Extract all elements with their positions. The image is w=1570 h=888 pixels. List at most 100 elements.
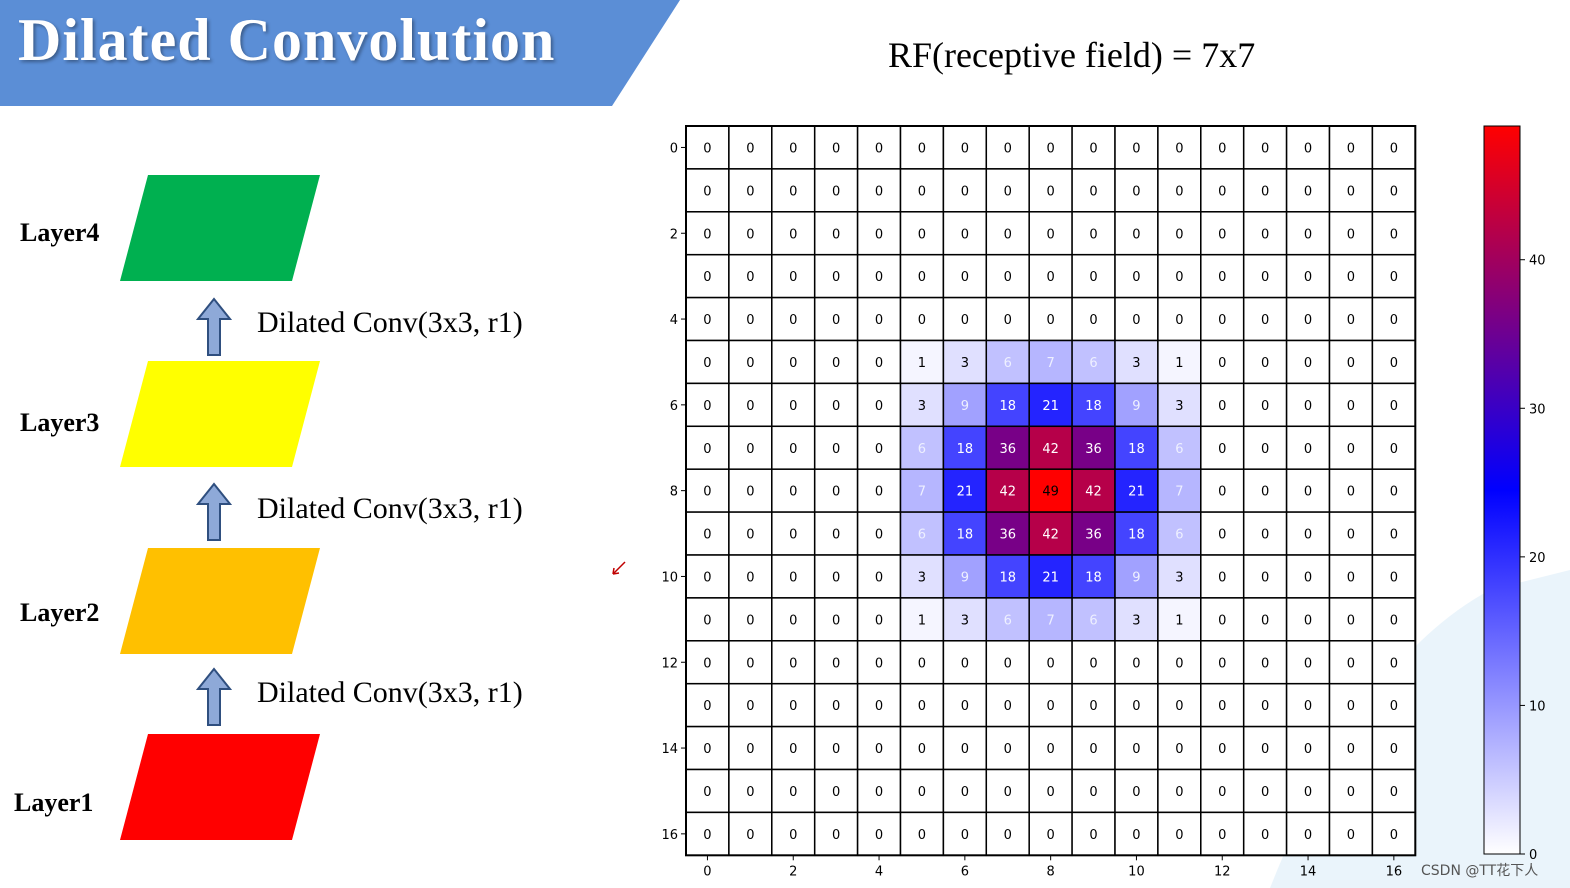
heatmap-cell xyxy=(1071,253,1116,299)
heatmap-cell-value: 0 xyxy=(1390,227,1398,242)
heatmap-cell-value: 0 xyxy=(875,227,883,242)
heatmap-cell-value: 0 xyxy=(875,828,883,843)
heatmap-cell xyxy=(899,339,945,385)
heatmap-cell-value: 0 xyxy=(1304,570,1312,585)
heatmap-cell xyxy=(1242,125,1288,170)
heatmap-cell-value: 0 xyxy=(703,485,711,500)
heatmap-cell-value: 0 xyxy=(1390,313,1398,328)
heatmap-cell-value: 0 xyxy=(1261,785,1269,800)
heatmap-cell-value: 18 xyxy=(1128,442,1145,457)
heatmap-cell xyxy=(899,597,945,642)
heatmap-cell xyxy=(771,811,816,857)
heatmap-cell-value: 0 xyxy=(789,227,797,242)
heatmap-cell xyxy=(1028,554,1073,599)
heatmap-cell xyxy=(1114,511,1159,556)
heatmap-cell xyxy=(1157,168,1202,213)
heatmap-cell-value: 0 xyxy=(875,785,883,800)
heatmap-cell-value: 0 xyxy=(746,528,754,543)
heatmap-cell-value: 0 xyxy=(746,828,754,843)
heatmap-cell-value: 21 xyxy=(1042,399,1059,414)
layer3-shape xyxy=(120,361,320,467)
heatmap-cell xyxy=(728,554,773,599)
heatmap-cell-value: 42 xyxy=(999,485,1016,500)
heatmap-cell-value: 0 xyxy=(746,613,754,628)
heatmap-cell-value: 0 xyxy=(746,399,754,414)
heatmap-cell-value: 0 xyxy=(832,184,840,199)
heatmap-cell-value: 0 xyxy=(789,528,797,543)
heatmap-cell xyxy=(1114,597,1159,642)
heatmap-cell-value: 0 xyxy=(1218,313,1226,328)
heatmap-cell xyxy=(1371,768,1417,814)
heatmap-cell xyxy=(771,468,816,513)
heatmap-cell-value: 0 xyxy=(1175,227,1183,242)
y-tick-label: 6 xyxy=(670,399,678,414)
heatmap-cell-value: 3 xyxy=(918,570,926,585)
heatmap-cell-value: 0 xyxy=(746,141,754,156)
heatmap-cell-value: 0 xyxy=(746,227,754,242)
x-tick-label: 2 xyxy=(789,864,797,879)
heatmap-cell-value: 0 xyxy=(1390,270,1398,285)
heatmap-cell-value: 0 xyxy=(746,485,754,500)
heatmap-cell-value: 1 xyxy=(918,356,926,371)
colorbar-tick-label: 0 xyxy=(1529,848,1537,863)
heatmap-cell-value: 0 xyxy=(746,570,754,585)
heatmap-cell-value: 0 xyxy=(1218,442,1226,457)
heatmap-cell-value: 0 xyxy=(1261,313,1269,328)
heatmap-cell-value: 0 xyxy=(1304,613,1312,628)
receptive-field-caption: RF(receptive field) = 7x7 xyxy=(888,35,1256,75)
heatmap-cell xyxy=(942,468,988,513)
heatmap-cell xyxy=(899,725,945,771)
heatmap-cell-value: 0 xyxy=(789,313,797,328)
heatmap-cell-value: 0 xyxy=(1218,227,1226,242)
heatmap-cell-value: 0 xyxy=(789,270,797,285)
heatmap-cell xyxy=(1071,725,1116,771)
heatmap-cell-value: 0 xyxy=(1132,270,1140,285)
heatmap-cell-value: 0 xyxy=(875,141,883,156)
layer2-shape xyxy=(120,548,320,654)
heatmap-cell-value: 0 xyxy=(703,699,711,714)
heatmap-cell xyxy=(985,811,1030,857)
heatmap-cell-value: 0 xyxy=(1261,528,1269,543)
heatmap-cell-value: 0 xyxy=(1304,699,1312,714)
heatmap-cell-value: 18 xyxy=(1128,528,1145,543)
layer3-label: Layer3 xyxy=(20,408,100,437)
heatmap-cell-value: 0 xyxy=(918,184,926,199)
heatmap-cell xyxy=(728,339,773,385)
heatmap-cell-value: 0 xyxy=(1089,742,1097,757)
heatmap-cell-value: 0 xyxy=(703,184,711,199)
heatmap-cell xyxy=(1328,211,1374,256)
heatmap-cell-value: 0 xyxy=(1261,485,1269,500)
colorbar-gradient xyxy=(1483,125,1521,855)
y-tick-label: 8 xyxy=(670,485,678,500)
heatmap-cell-value: 0 xyxy=(961,699,969,714)
heatmap-cell xyxy=(728,725,773,771)
conv-label-2-to-3: Dilated Conv(3x3, r1) xyxy=(257,492,523,525)
heatmap-cell-value: 0 xyxy=(1390,184,1398,199)
heatmap-cell-value: 0 xyxy=(1132,141,1140,156)
heatmap-cell-value: 0 xyxy=(703,270,711,285)
heatmap-cell-value: 42 xyxy=(1042,442,1059,457)
heatmap-cell-value: 0 xyxy=(1304,184,1312,199)
heatmap-cell xyxy=(856,253,902,299)
x-tick-label: 4 xyxy=(875,864,883,879)
heatmap-cell-value: 0 xyxy=(789,828,797,843)
heatmap-cell xyxy=(685,811,730,857)
heatmap-cell xyxy=(985,768,1030,814)
heatmap-cell-value: 0 xyxy=(875,699,883,714)
heatmap-cell-value: 0 xyxy=(703,528,711,543)
heatmap-cell-value: 0 xyxy=(1304,528,1312,543)
heatmap-cell-value: 0 xyxy=(1218,656,1226,671)
heatmap-cell-value: 0 xyxy=(875,442,883,457)
heatmap-cell-value: 0 xyxy=(1304,785,1312,800)
heatmap-cell xyxy=(1028,640,1073,685)
heatmap-cell xyxy=(813,511,859,556)
heatmap-cell-value: 0 xyxy=(1089,141,1097,156)
heatmap-cell-value: 7 xyxy=(918,485,926,500)
heatmap-cell xyxy=(813,211,859,256)
x-tick-label: 12 xyxy=(1214,864,1231,879)
heatmap-cell-value: 42 xyxy=(1042,528,1059,543)
heatmap-cell xyxy=(1200,640,1245,685)
heatmap-cell-value: 0 xyxy=(961,141,969,156)
heatmap-cell-value: 0 xyxy=(1261,828,1269,843)
heatmap-cell xyxy=(985,425,1030,470)
